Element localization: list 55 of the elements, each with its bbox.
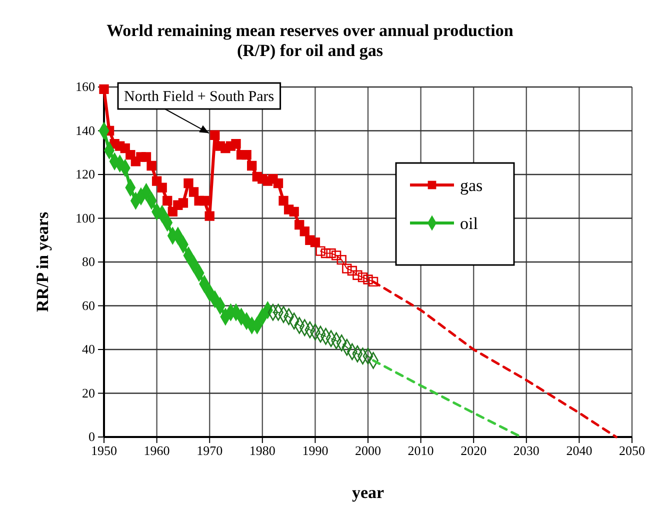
point [326,248,336,258]
point [141,152,152,162]
x-tick-label: 2040 [566,443,592,458]
point [242,150,252,160]
point [204,211,214,221]
point [231,139,241,149]
y-tick-label: 140 [76,122,95,138]
x-tick-label: 2020 [460,443,487,458]
y-tick-label: 160 [76,79,95,94]
legend-label: oil [460,214,478,233]
point [178,198,188,208]
point [247,160,257,171]
y-tick-label: 60 [82,298,95,313]
point [336,254,346,265]
x-axis-title: year [352,483,384,502]
point [289,206,299,217]
point [316,246,326,256]
point [331,250,342,260]
annotation: North Field + South Pars [124,89,274,105]
x-tick-label: 2030 [513,443,540,458]
y-tick-label: 80 [82,254,95,270]
point [368,276,378,287]
y-tick-label: 20 [82,385,95,400]
point [199,196,210,206]
point [278,196,288,206]
point [320,248,331,258]
x-tick-label: 2000 [355,443,381,458]
x-tick-label: 2050 [619,443,645,458]
point [210,130,220,140]
x-tick-label: 1950 [91,443,117,458]
x-tick-label: 1960 [144,443,170,458]
point [162,196,172,206]
point [363,274,373,284]
y-axis-title: RR/P in years [33,212,52,312]
x-tick-label: 1980 [249,443,276,458]
point [352,270,362,280]
point [188,187,199,197]
y-tick-label: 0 [88,429,95,444]
y-tick-label: 120 [76,166,95,182]
point [358,272,368,282]
point [273,178,284,188]
point [300,226,310,236]
point [157,182,167,192]
x-tick-label: 2010 [408,443,434,458]
x-tick-label: 1970 [196,443,223,458]
point [347,266,357,276]
point [342,264,352,274]
y-tick-label: 100 [76,210,95,226]
point [184,178,194,188]
point [310,237,320,248]
point [146,160,156,171]
legend-label: gas [460,176,483,195]
x-tick-label: 1990 [302,443,328,458]
y-tick-label: 40 [82,342,95,357]
chart-title: World remaining mean reserves over annual production (R/P) for oil and gas [106,21,514,60]
